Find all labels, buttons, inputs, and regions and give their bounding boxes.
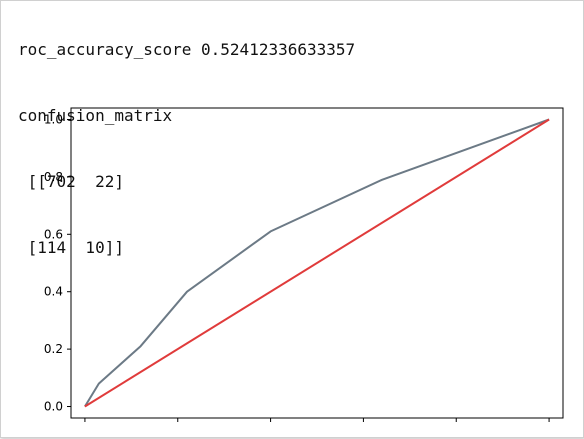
console-output: roc_accuracy_score 0.52412336633357 conf… (18, 0, 355, 303)
matrix-row-2: [114 10]] (18, 238, 124, 257)
y-tick-label: 0.6 (44, 227, 63, 241)
roc-curve-line (84, 118, 550, 408)
y-tick-label: 0.4 (44, 285, 63, 299)
output-line-accuracy: roc_accuracy_score 0.52412336633357 (18, 40, 356, 59)
y-tick-label: 0.2 (44, 342, 63, 356)
y-tick-label: 0.0 (44, 400, 63, 414)
y-tick-label: 1.0 (44, 112, 63, 126)
chart-series (84, 118, 550, 408)
output-line-label: confusion_matrix (18, 106, 173, 125)
x-axis (84, 418, 550, 422)
plot-area (70, 107, 564, 419)
y-axis: 0.0 0.2 0.4 0.6 0.8 1.0 (44, 112, 71, 414)
diagonal-reference-line (84, 118, 550, 408)
matrix-row-1: [[702 22] (18, 172, 124, 191)
y-tick-label: 0.8 (44, 170, 63, 184)
